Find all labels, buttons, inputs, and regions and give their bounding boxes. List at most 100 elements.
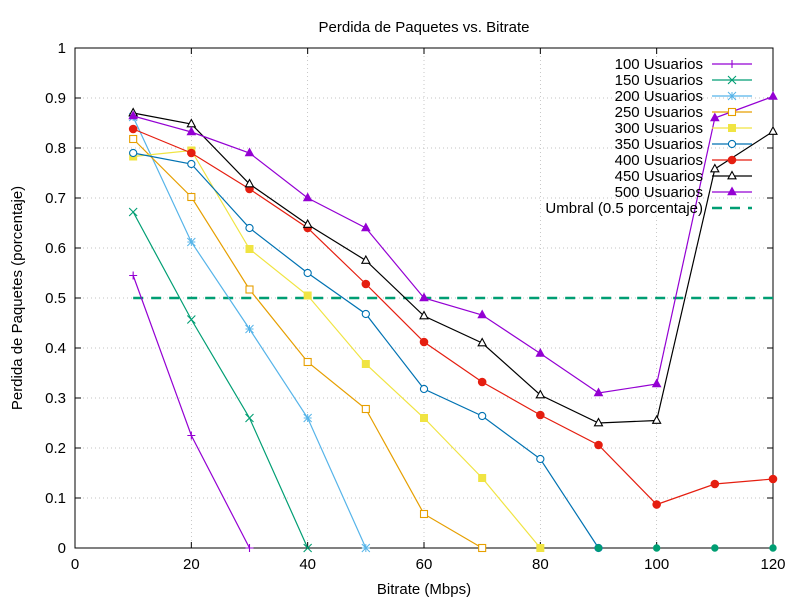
data-point	[361, 279, 371, 289]
legend-marker	[727, 91, 737, 101]
series-group	[128, 90, 778, 553]
data-point	[128, 207, 138, 217]
series-150	[128, 207, 313, 553]
data-point	[419, 509, 429, 519]
data-point	[478, 543, 487, 553]
data-point	[245, 223, 254, 233]
data-point	[477, 377, 487, 387]
data-point	[245, 413, 254, 423]
data-point	[303, 291, 312, 300]
data-point	[303, 543, 313, 553]
y-tick-label: 0.4	[45, 340, 66, 357]
data-point	[245, 324, 254, 334]
data-point	[129, 271, 138, 280]
y-tick-label: 0.7	[45, 190, 66, 207]
legend-marker	[727, 155, 737, 165]
series-line	[133, 149, 541, 549]
data-point	[478, 474, 487, 482]
data-point	[186, 315, 196, 324]
series-250	[129, 134, 487, 553]
data-point	[535, 389, 546, 399]
series-500	[128, 90, 778, 397]
series-350	[129, 148, 603, 553]
legend-entry: 350 Usuarios	[615, 136, 752, 153]
zero-marker	[594, 544, 603, 552]
data-point	[302, 192, 313, 202]
y-tick-label: 0.2	[45, 440, 66, 457]
data-point	[535, 347, 546, 357]
legend-label: 500 Usuarios	[615, 184, 703, 201]
data-point	[244, 147, 255, 157]
y-tick-label: 0.5	[45, 290, 66, 307]
series-line	[132, 211, 309, 549]
data-point	[361, 309, 370, 319]
legend-label: 450 Usuarios	[615, 168, 703, 185]
legend-entry: 150 Usuarios	[615, 72, 752, 89]
data-point	[361, 404, 370, 414]
legend-marker	[727, 107, 737, 117]
legend-marker	[727, 170, 737, 180]
data-point	[303, 268, 312, 278]
legend-marker	[727, 186, 737, 196]
data-point	[245, 285, 254, 294]
data-point	[187, 431, 196, 440]
data-point	[245, 544, 254, 552]
series-450	[128, 107, 778, 427]
legend-label: Umbral (0.5 porcentaje)	[545, 200, 703, 217]
data-point	[419, 310, 429, 320]
zero-marker	[711, 544, 719, 552]
legend-entry: 400 Usuarios	[615, 152, 752, 169]
data-point	[187, 148, 196, 158]
x-tick-label: 40	[299, 556, 316, 573]
legend-marker	[728, 60, 736, 68]
legend-label: 100 Usuarios	[615, 56, 703, 73]
data-point	[651, 378, 662, 388]
legend-label: 150 Usuarios	[615, 72, 703, 89]
data-point	[360, 222, 371, 232]
x-tick-label: 20	[183, 556, 200, 573]
legend-label: 300 Usuarios	[615, 120, 703, 137]
data-point	[244, 178, 255, 188]
data-point	[129, 134, 138, 144]
x-tick-label: 120	[760, 556, 785, 573]
data-point	[768, 125, 778, 135]
y-tick-label: 0	[58, 540, 66, 557]
data-point	[128, 110, 139, 120]
zero-marker	[769, 544, 777, 552]
data-point	[536, 544, 545, 552]
data-point	[186, 126, 197, 136]
x-tick-label: 0	[71, 556, 79, 573]
legend-entry: 450 Usuarios	[615, 168, 752, 185]
y-axis-label: Perdida de Paquetes (porcentaje)	[9, 186, 26, 410]
y-tick-label: 0.3	[45, 390, 66, 407]
y-tick-label: 0.8	[45, 140, 66, 157]
data-point	[187, 159, 196, 169]
data-point	[536, 410, 545, 420]
x-tick-label: 100	[644, 556, 669, 573]
legend-label: 200 Usuarios	[615, 88, 703, 105]
data-point	[594, 440, 603, 450]
y-tick-label: 1	[58, 40, 66, 57]
data-point	[593, 387, 604, 397]
data-point	[419, 337, 429, 347]
data-point	[768, 474, 778, 484]
legend-entry: 100 Usuarios	[615, 56, 752, 73]
y-tick-label: 0.1	[45, 490, 66, 507]
legend-entry-threshold: Umbral (0.5 porcentaje)	[545, 200, 752, 217]
data-point	[477, 337, 488, 347]
legend-label: 250 Usuarios	[615, 104, 703, 121]
data-point	[709, 112, 720, 122]
data-point	[187, 192, 196, 202]
series-line	[133, 95, 774, 394]
data-point	[651, 414, 662, 424]
x-axis-label: Bitrate (Mbps)	[377, 581, 471, 598]
y-tick-label: 0.9	[45, 90, 66, 107]
data-point	[361, 360, 370, 368]
y-tick-label: 0.6	[45, 240, 66, 257]
data-point	[186, 237, 196, 247]
data-point	[768, 90, 778, 100]
data-point	[302, 218, 313, 228]
grid	[75, 48, 773, 548]
